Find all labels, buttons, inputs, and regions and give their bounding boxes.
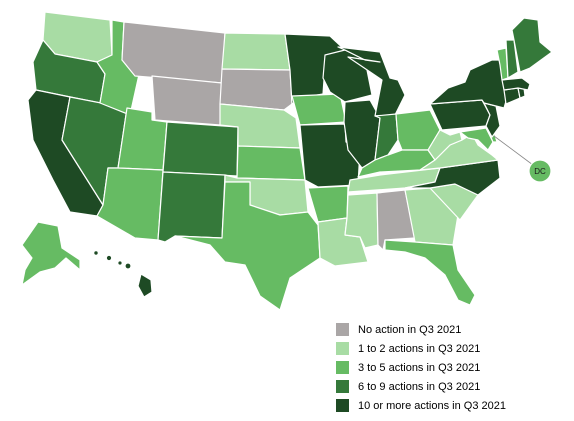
state-tx <box>174 181 321 311</box>
legend-swatch <box>336 399 349 412</box>
legend-item: 10 or more actions in Q3 2021 <box>336 396 506 415</box>
state-vt <box>496 47 509 81</box>
legend-label: 10 or more actions in Q3 2021 <box>358 399 506 412</box>
state-ak <box>21 221 81 286</box>
state-ia <box>291 93 347 126</box>
state-wv <box>427 129 463 161</box>
legend-swatch <box>336 323 349 336</box>
state-co <box>162 121 239 177</box>
legend: No action in Q3 2021 1 to 2 actions in Q… <box>336 320 506 415</box>
dc-leader-line <box>493 135 534 166</box>
legend-item: 3 to 5 actions in Q3 2021 <box>336 358 506 377</box>
legend-item: No action in Q3 2021 <box>336 320 506 339</box>
state-dc <box>528 159 552 183</box>
state-wy <box>151 75 223 126</box>
legend-swatch <box>336 361 349 374</box>
state-me <box>511 17 553 73</box>
legend-swatch <box>336 380 349 393</box>
state-nd <box>221 32 291 71</box>
state-pa <box>429 99 491 131</box>
state-ks <box>236 145 306 181</box>
state-nc <box>404 159 501 196</box>
state-ct <box>503 87 521 105</box>
state-hi <box>93 250 153 298</box>
dc-label: DC <box>534 167 546 176</box>
state-nh <box>505 39 519 79</box>
state-sd <box>219 68 293 111</box>
state-ny <box>429 59 509 109</box>
state-az <box>96 167 164 241</box>
state-mt <box>121 21 226 84</box>
state-fl <box>384 239 476 306</box>
legend-swatch <box>336 342 349 355</box>
legend-label: 3 to 5 actions in Q3 2021 <box>358 361 481 374</box>
legend-item: 6 to 9 actions in Q3 2021 <box>336 377 506 396</box>
legend-label: No action in Q3 2021 <box>358 323 462 336</box>
state-mn <box>284 33 346 105</box>
legend-item: 1 to 2 actions in Q3 2021 <box>336 339 506 358</box>
state-ma <box>501 77 531 91</box>
legend-label: 1 to 2 actions in Q3 2021 <box>358 342 481 355</box>
state-md <box>459 127 494 151</box>
legend-label: 6 to 9 actions in Q3 2021 <box>358 380 481 393</box>
state-nm <box>157 171 226 243</box>
state-ar <box>307 185 349 223</box>
